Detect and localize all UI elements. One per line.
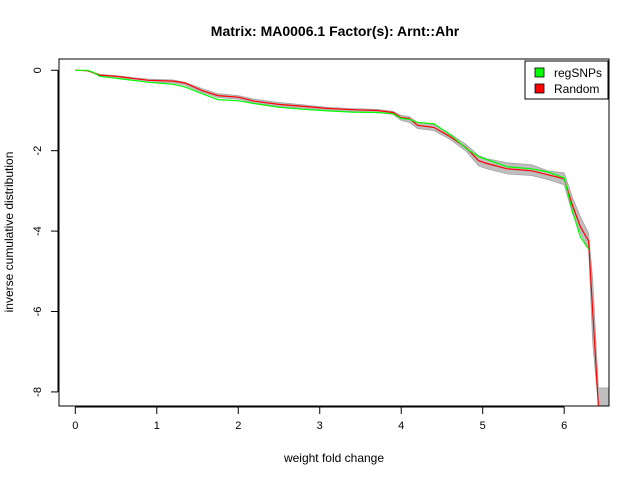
- y-tick-label: -6: [32, 307, 44, 317]
- legend-swatch-random: [534, 83, 545, 94]
- series-layer: [75, 69, 599, 406]
- series-line-regsnps: [75, 69, 590, 250]
- chart-title: Matrix: MA0006.1 Factor(s): Arnt::Ahr: [211, 23, 460, 39]
- x-axis: 0 1 2 3 4 5 6: [72, 406, 567, 432]
- x-tick-label: 2: [235, 420, 241, 432]
- x-tick-label: 4: [398, 420, 404, 432]
- legend-label-regsnps: regSNPs: [554, 66, 602, 80]
- x-tick-label: 5: [480, 420, 486, 432]
- y-axis: 0 -2 -4 -6 -8: [32, 67, 59, 397]
- series-line-random: [75, 69, 599, 406]
- y-axis-label: inverse cumulative distribution: [2, 152, 16, 313]
- x-axis-label: weight fold change: [283, 451, 384, 465]
- legend: regSNPs Random: [524, 60, 609, 100]
- legend-label-random: Random: [554, 82, 599, 96]
- confidence-band-layer: [75, 70, 609, 406]
- plot-area: [58, 58, 610, 407]
- x-tick-label: 1: [154, 420, 160, 432]
- x-tick-label: 3: [317, 420, 323, 432]
- plot-frame: [58, 58, 610, 407]
- y-tick-label: -2: [32, 146, 44, 156]
- x-tick-label: 0: [72, 420, 78, 432]
- y-tick-label: 0: [32, 67, 44, 73]
- x-tick-label: 6: [561, 420, 567, 432]
- confidence-band: [75, 70, 609, 406]
- legend-swatch-regsnps: [534, 67, 545, 78]
- y-tick-label: -4: [32, 226, 44, 236]
- y-tick-label: -8: [32, 387, 44, 397]
